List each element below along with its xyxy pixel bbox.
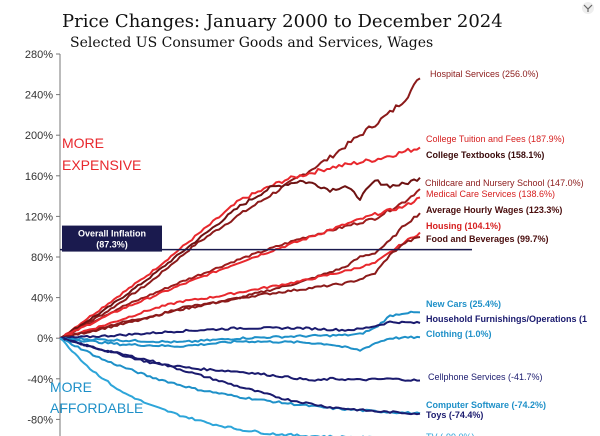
- chart-subtitle: Selected US Consumer Goods and Services,…: [70, 35, 433, 51]
- y-tick-label: 240%: [25, 90, 53, 102]
- series-layer: [59, 77, 421, 436]
- series-line: [59, 335, 421, 352]
- series-line: [59, 177, 421, 340]
- more-affordable-label-2: AFFORDABLE: [50, 400, 143, 416]
- y-tick-label: 80%: [31, 252, 53, 264]
- series-line: [59, 310, 421, 344]
- y-tick-label: 200%: [25, 130, 53, 142]
- inflation-box: [62, 225, 162, 252]
- y-tick-label: 40%: [31, 293, 53, 305]
- inflation-label-line2: (87.3%): [96, 240, 128, 250]
- y-tick-label: 120%: [25, 211, 53, 223]
- more-affordable-label-1: MORE: [50, 379, 92, 395]
- series-line: [59, 231, 421, 340]
- y-tick-label: -80%: [27, 414, 53, 426]
- series-labels: Hospital Services (256.0%) College Tuitio…: [425, 69, 587, 436]
- y-tick-label: 160%: [25, 171, 53, 183]
- series-line: [59, 337, 393, 436]
- series-line: [59, 236, 421, 340]
- inflation-label-line1: Overall Inflation: [78, 229, 146, 239]
- series-label: Clothing (1.0%): [426, 329, 492, 339]
- series-line: [59, 320, 421, 340]
- more-expensive-label-2: EXPENSIVE: [62, 157, 141, 173]
- y-tick-label: -40%: [27, 374, 53, 386]
- series-line: [59, 196, 421, 340]
- series-label: Computer Software (-74.2%): [426, 400, 546, 410]
- expand-icon[interactable]: [582, 2, 594, 14]
- series-label: TV (-99.0%): [426, 432, 475, 436]
- y-axis-ticks: -80% -40% 0% 40% 80% 120% 160% 200% 240% 280%: [25, 49, 53, 426]
- series-label: Hospital Services (256.0%): [430, 69, 539, 79]
- series-label: New Cars (25.4%): [426, 299, 501, 309]
- y-tick-label: 0%: [37, 333, 53, 345]
- series-label: Average Hourly Wages (123.3%): [426, 205, 562, 215]
- grid-layer: [56, 53, 60, 420]
- y-tick-label: 280%: [25, 49, 53, 61]
- series-line: [59, 77, 421, 340]
- series-label: Cellphone Services (-41.7%): [428, 372, 543, 382]
- series-line: [59, 337, 421, 382]
- series-label: Housing (104.1%): [426, 221, 501, 231]
- series-label: Food and Beverages (99.7%): [426, 234, 549, 244]
- chart-title: Price Changes: January 2000 to December …: [62, 11, 503, 32]
- series-label: College Tuition and Fees (187.9%): [426, 134, 565, 144]
- series-label: College Textbooks (158.1%): [426, 150, 544, 160]
- series-label: Childcare and Nursery School (147.0%): [425, 178, 584, 188]
- more-expensive-label-1: MORE: [62, 135, 104, 151]
- series-label: Medical Care Services (138.6%): [426, 189, 555, 199]
- series-line: [59, 146, 421, 340]
- series-line: [59, 188, 421, 340]
- series-line: [59, 337, 421, 416]
- series-label: Toys (-74.4%): [426, 410, 483, 420]
- series-label: Household Furnishings/Operations (1: [426, 314, 587, 324]
